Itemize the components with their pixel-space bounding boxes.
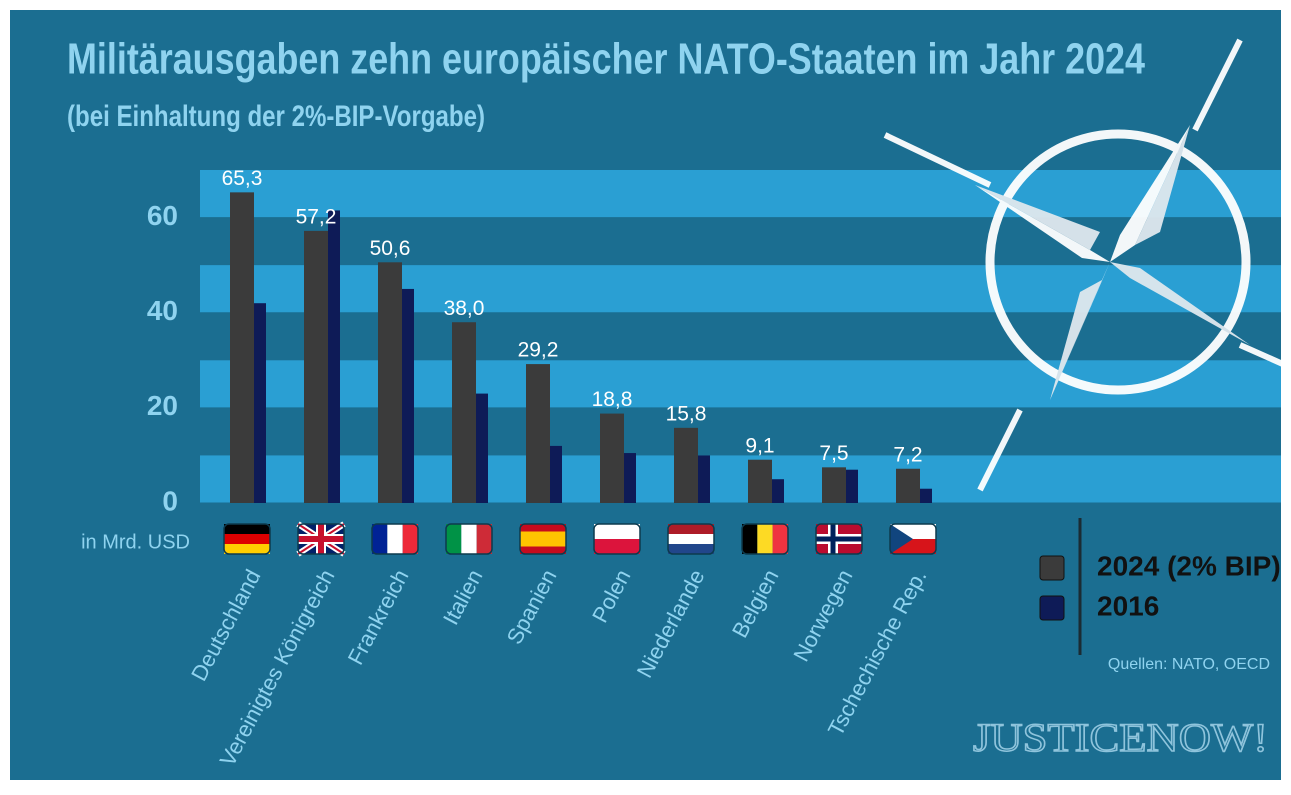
data-label: 65,3 bbox=[222, 167, 263, 190]
data-label: 29,2 bbox=[518, 339, 559, 362]
flag-frame bbox=[445, 523, 493, 555]
flag-frame bbox=[371, 523, 419, 555]
chart-title: Militärausgaben zehn europäischer NATO-S… bbox=[67, 35, 1145, 84]
data-label: 7,5 bbox=[819, 442, 848, 465]
bar bbox=[920, 488, 932, 503]
bar bbox=[550, 445, 562, 503]
flag-part bbox=[668, 544, 714, 554]
bar bbox=[526, 364, 550, 503]
flag-part bbox=[298, 536, 344, 542]
bar bbox=[254, 303, 266, 503]
flag-part bbox=[224, 544, 270, 554]
flag-part bbox=[224, 534, 270, 544]
flag-part bbox=[668, 534, 714, 544]
flag bbox=[741, 523, 789, 555]
y-tick-label: 0 bbox=[162, 485, 178, 516]
bar bbox=[846, 469, 858, 503]
bar bbox=[328, 210, 340, 503]
flag-frame bbox=[519, 523, 567, 555]
chart-subtitle: (bei Einhaltung der 2%-BIP-Vorgabe) bbox=[67, 100, 485, 133]
flag-part bbox=[446, 524, 462, 554]
flag-part bbox=[742, 524, 758, 554]
bar bbox=[772, 479, 784, 503]
bar bbox=[230, 192, 254, 503]
bar bbox=[452, 322, 476, 503]
flag-part bbox=[594, 524, 640, 539]
bar bbox=[402, 288, 414, 503]
flag bbox=[593, 523, 641, 555]
flag-frame bbox=[741, 523, 789, 555]
grid-band bbox=[200, 265, 1281, 313]
grid-band bbox=[200, 455, 1281, 503]
bar bbox=[624, 453, 636, 503]
flag bbox=[889, 523, 937, 555]
data-label: 9,1 bbox=[745, 434, 774, 457]
flag bbox=[371, 523, 419, 555]
flag-part bbox=[476, 524, 492, 554]
flag-frame bbox=[667, 523, 715, 555]
data-label: 57,2 bbox=[296, 205, 337, 228]
flag-part bbox=[372, 524, 388, 554]
bar bbox=[304, 230, 328, 504]
bar bbox=[378, 262, 402, 503]
bar bbox=[698, 455, 710, 503]
data-label: 50,6 bbox=[370, 237, 411, 260]
flag bbox=[815, 523, 863, 555]
data-label: 7,2 bbox=[893, 443, 922, 466]
bar bbox=[822, 467, 846, 503]
grid-band bbox=[200, 170, 1281, 218]
flag-frame bbox=[815, 523, 863, 555]
flag-frame bbox=[223, 523, 271, 555]
bar bbox=[748, 459, 772, 503]
bar bbox=[476, 393, 488, 503]
flag-part bbox=[520, 531, 566, 547]
y-axis-label: in Mrd. USD bbox=[81, 531, 190, 553]
flag bbox=[445, 523, 493, 555]
flag-part bbox=[816, 536, 862, 542]
legend-swatch bbox=[1039, 555, 1065, 581]
flag-part bbox=[757, 524, 773, 554]
flag-part bbox=[772, 524, 788, 554]
legend-label: 2024 (2% BIP) bbox=[1097, 550, 1281, 581]
legend-label: 2016 bbox=[1097, 590, 1159, 621]
flag-part bbox=[461, 524, 477, 554]
flag-part bbox=[890, 524, 913, 554]
data-label: 38,0 bbox=[444, 297, 485, 320]
flag bbox=[223, 523, 271, 555]
flag bbox=[296, 521, 346, 557]
flag-frame bbox=[297, 523, 345, 555]
source: Quellen: NATO, OECD bbox=[1108, 656, 1270, 673]
flag-part bbox=[402, 524, 418, 554]
flag-part bbox=[668, 524, 714, 534]
legend-swatch bbox=[1039, 595, 1065, 621]
flag bbox=[667, 523, 715, 555]
flag-part bbox=[594, 539, 640, 554]
flag-frame bbox=[593, 523, 641, 555]
nato-logo bbox=[883, 38, 1287, 492]
watermark: JUSTICENOW! bbox=[973, 715, 1268, 760]
y-tick-label: 60 bbox=[147, 200, 178, 231]
y-tick-label: 40 bbox=[147, 295, 178, 326]
data-label: 18,8 bbox=[592, 388, 633, 411]
flag-frame bbox=[889, 523, 937, 555]
grid-band bbox=[200, 360, 1281, 408]
data-label: 15,8 bbox=[666, 402, 707, 425]
flag-part bbox=[387, 524, 403, 554]
flag bbox=[519, 523, 567, 555]
flag-part bbox=[224, 524, 270, 534]
flags bbox=[223, 521, 937, 557]
y-tick-label: 20 bbox=[147, 390, 178, 421]
bar bbox=[674, 427, 698, 503]
bar bbox=[896, 468, 920, 503]
bar bbox=[600, 413, 624, 503]
